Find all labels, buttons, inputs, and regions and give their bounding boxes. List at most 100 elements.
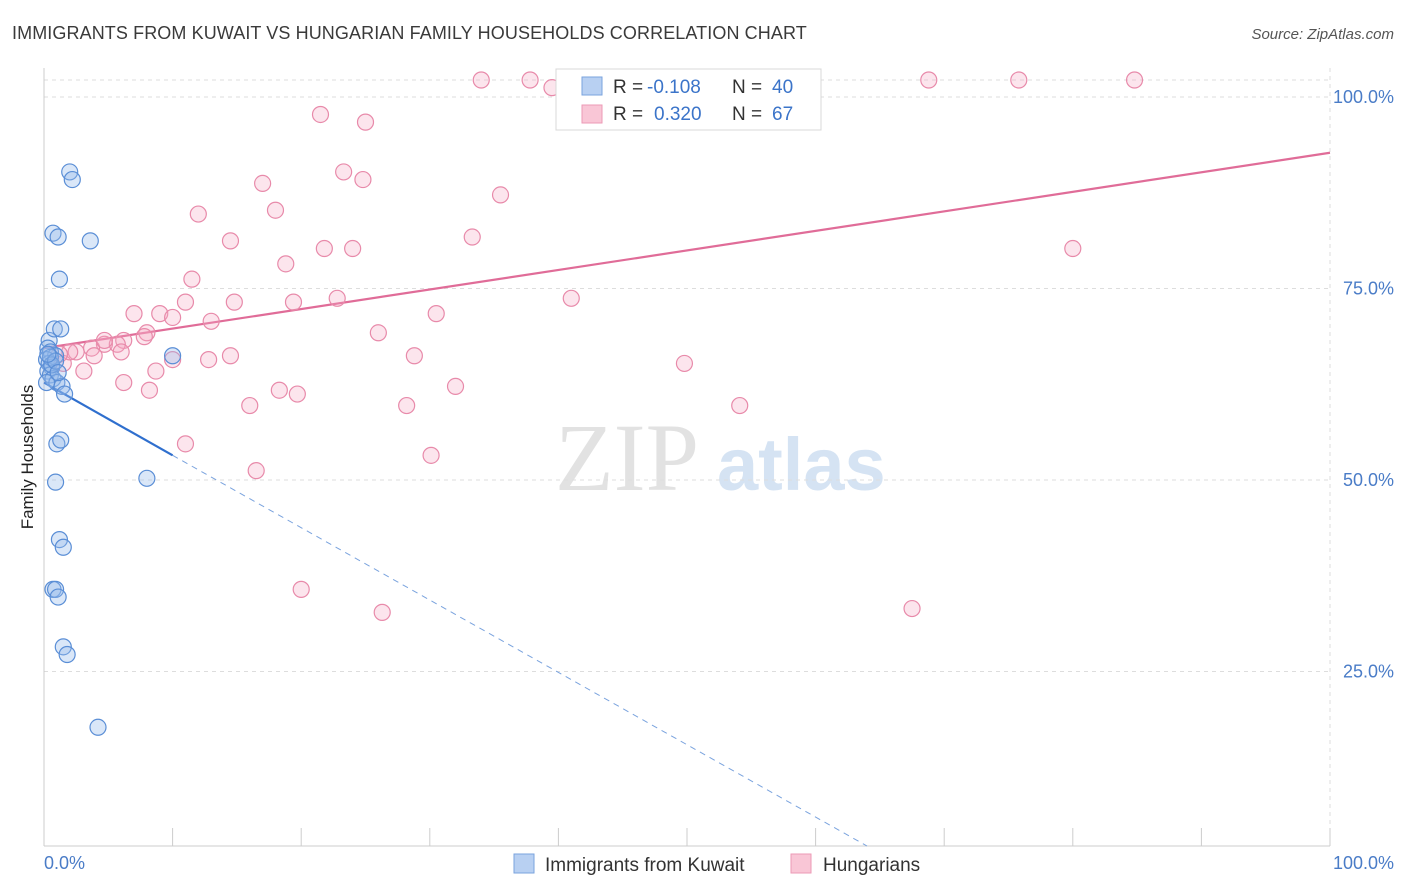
point-hungarians-33 — [369, 324, 387, 342]
point-hungarians-31 — [202, 312, 220, 330]
point-hungarians-42 — [95, 331, 114, 350]
x-tick-label-max: 100.0% — [1333, 853, 1394, 873]
point-hungarians-6 — [1125, 71, 1144, 89]
chart-title: IMMIGRANTS FROM KUWAIT VS HUNGARIAN FAMI… — [12, 23, 807, 43]
legend-r-label-hungarians: R = — [613, 104, 643, 125]
point-hungarians-10 — [354, 170, 372, 189]
chart-source: Source: ZipAtlas.com — [1251, 26, 1394, 43]
point-hungarians-61 — [422, 446, 440, 464]
point-kuwait-8 — [52, 320, 70, 338]
point-hungarians-62 — [247, 462, 265, 480]
point-hungarians-50 — [75, 362, 93, 380]
point-hungarians-48 — [405, 347, 423, 365]
point-hungarians-11 — [254, 174, 272, 193]
point-hungarians-37 — [67, 343, 85, 361]
point-hungarians-65 — [903, 599, 921, 618]
watermark-zip: ZIP — [555, 404, 699, 511]
point-hungarians-8 — [356, 113, 375, 131]
legend-n-label-kuwait: N = — [732, 77, 762, 98]
point-hungarians-45 — [164, 350, 182, 369]
x-tick-marks — [43, 828, 1331, 846]
bottom-legend-swatch-hungarians — [790, 853, 812, 874]
point-hungarians-60 — [176, 435, 195, 453]
bottom-legend-label-hungarians: Hungarians — [823, 855, 920, 876]
point-kuwait-25 — [46, 473, 65, 491]
legend-swatch-hungarians — [581, 104, 603, 124]
point-hungarians-44 — [112, 343, 130, 361]
point-hungarians-20 — [183, 270, 201, 288]
point-hungarians-57 — [241, 396, 259, 415]
point-hungarians-29 — [125, 305, 143, 323]
point-hungarians-64 — [373, 603, 391, 621]
point-hungarians-54 — [270, 381, 288, 399]
legend-r-label-kuwait: R = — [613, 77, 643, 98]
point-hungarians-51 — [147, 362, 165, 380]
point-hungarians-26 — [562, 289, 580, 307]
point-hungarians-28 — [164, 308, 182, 327]
point-hungarians-59 — [731, 396, 749, 415]
point-hungarians-27 — [151, 305, 169, 323]
point-kuwait-5 — [50, 270, 69, 288]
stats-legend: R = -0.108 N = 40 R = 0.320 N = 67 — [555, 68, 822, 131]
point-hungarians-22 — [176, 293, 195, 311]
point-hungarians-21 — [277, 255, 295, 273]
point-kuwait-1 — [63, 170, 81, 189]
legend-r-value-hungarians: 0.320 — [654, 104, 702, 125]
point-hungarians-9 — [335, 163, 353, 181]
bottom-legend-label-kuwait: Immigrants from Kuwait — [545, 855, 745, 876]
point-hungarians-18 — [463, 228, 481, 246]
x-tick-label-min: 0.0% — [44, 853, 85, 873]
point-hungarians-41 — [85, 347, 103, 365]
point-kuwait-38 — [39, 345, 57, 363]
point-kuwait-3 — [49, 228, 67, 246]
point-hungarians-52 — [115, 373, 133, 392]
y-tick-label-2: 50.0% — [1343, 470, 1394, 490]
point-hungarians-17 — [344, 239, 362, 258]
point-hungarians-63 — [292, 580, 310, 598]
legend-n-label-hungarians: N = — [732, 104, 762, 125]
point-hungarians-23 — [225, 293, 243, 311]
point-hungarians-49 — [675, 354, 694, 373]
point-kuwait-26 — [138, 469, 156, 487]
trend-line-kuwait-extension — [172, 454, 868, 847]
legend-r-value-kuwait: -0.108 — [647, 77, 701, 98]
trend-line-kuwait — [43, 381, 174, 457]
legend-n-value-hungarians: 67 — [772, 104, 793, 125]
watermark-atlas: atlas — [717, 423, 886, 506]
point-kuwait-28 — [54, 538, 72, 556]
point-hungarians-43 — [135, 328, 153, 346]
trend-line-hungarians — [43, 151, 1331, 350]
point-kuwait-31 — [49, 588, 67, 606]
point-hungarians-12 — [491, 186, 510, 204]
bottom-legend-swatch-kuwait — [513, 853, 535, 874]
point-hungarians-30 — [427, 305, 445, 323]
point-kuwait-20 — [37, 373, 56, 392]
y-tick-label-0: 100.0% — [1333, 87, 1394, 107]
point-kuwait-34 — [89, 718, 107, 736]
point-hungarians-16 — [315, 239, 333, 258]
point-kuwait-24 — [52, 431, 70, 449]
point-hungarians-15 — [221, 232, 240, 250]
point-kuwait-21 — [55, 385, 74, 403]
legend-n-value-kuwait: 40 — [772, 77, 793, 98]
y-tick-label-1: 75.0% — [1343, 279, 1394, 299]
point-kuwait-33 — [58, 645, 76, 664]
point-hungarians-7 — [311, 105, 330, 124]
point-hungarians-47 — [221, 347, 240, 365]
point-hungarians-4 — [920, 71, 938, 89]
point-hungarians-1 — [521, 71, 539, 89]
point-hungarians-56 — [288, 385, 306, 403]
point-hungarians-46 — [200, 350, 218, 369]
series-kuwait-points — [37, 163, 182, 736]
point-hungarians-13 — [189, 205, 207, 223]
y-tick-label-3: 25.0% — [1343, 662, 1394, 682]
point-kuwait-22 — [164, 347, 182, 365]
trend-lines — [43, 151, 1331, 847]
point-hungarians-14 — [266, 201, 285, 219]
point-hungarians-34 — [95, 335, 114, 353]
point-kuwait-4 — [81, 232, 99, 250]
point-hungarians-19 — [1064, 239, 1082, 258]
y-tick-labels: 100.0% 75.0% 50.0% 25.0% — [1333, 87, 1394, 682]
series-legend: Immigrants from Kuwait Hungarians — [513, 853, 920, 876]
y-axis-label: Family Households — [18, 385, 37, 530]
